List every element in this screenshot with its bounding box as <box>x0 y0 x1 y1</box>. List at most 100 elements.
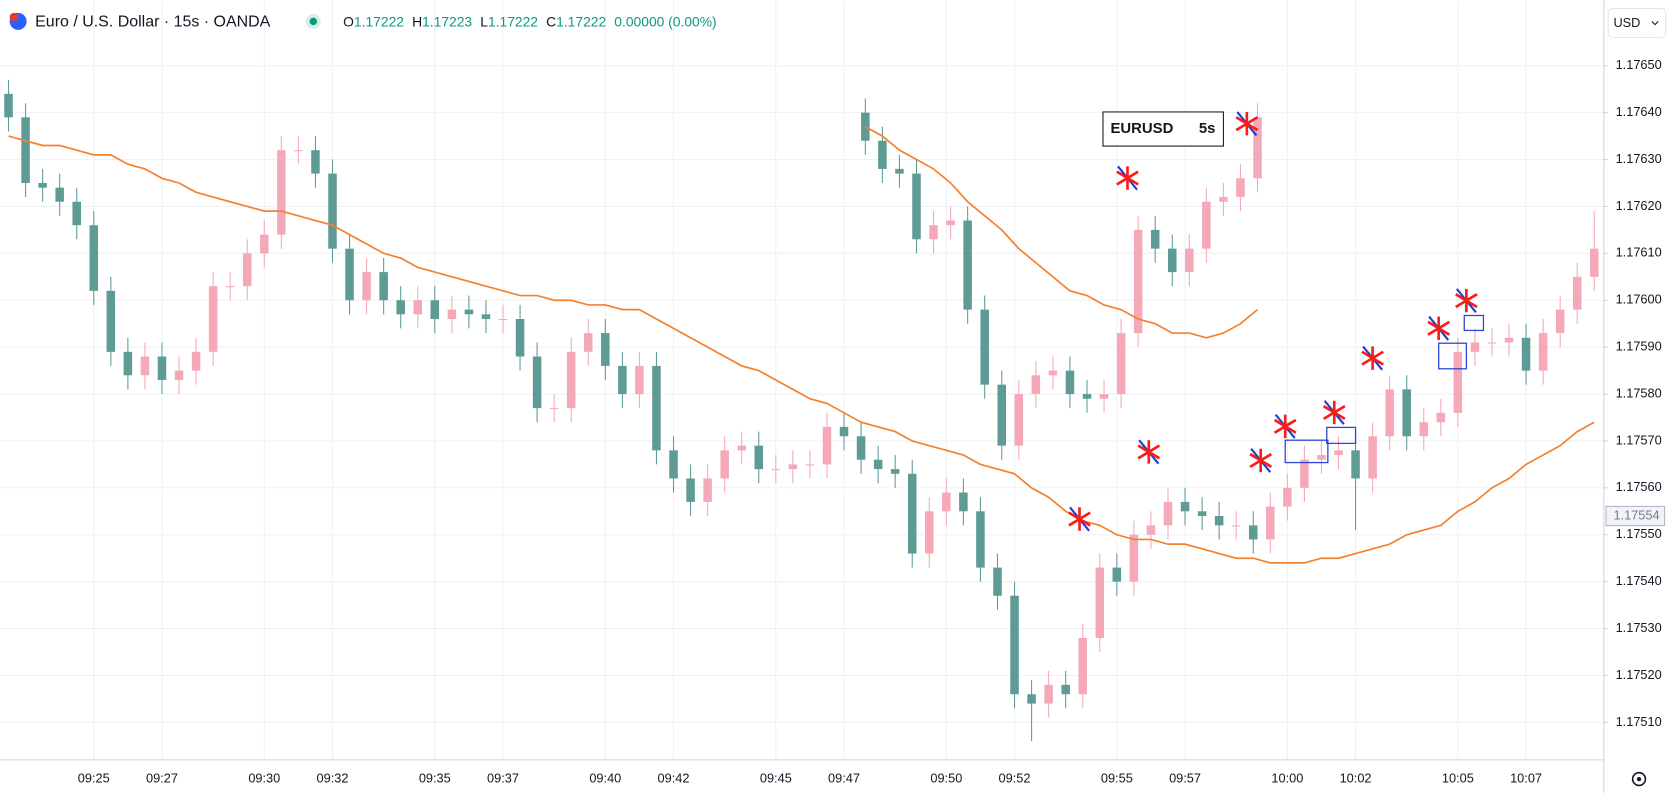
currency-label[interactable]: USD <box>1613 15 1640 30</box>
candle-body <box>925 511 934 554</box>
candle-body <box>1129 534 1139 582</box>
candle-body <box>1044 684 1053 704</box>
x-tick-label: 10:05 <box>1442 770 1474 785</box>
header: Euro / U.S. Dollar · 15s · OANDA O1.1722… <box>9 12 717 31</box>
x-tick-label: 09:40 <box>589 770 621 785</box>
candle-body <box>413 300 423 315</box>
x-tick-label: 09:32 <box>317 770 349 785</box>
x-tick-label: 09:55 <box>1101 770 1133 785</box>
candle-body <box>720 450 729 479</box>
candle-body <box>652 365 661 451</box>
annotation-star <box>1427 320 1451 336</box>
y-tick-label: 1.17640 <box>1616 104 1662 119</box>
candle-body <box>583 333 593 352</box>
annotation-box <box>1463 314 1485 332</box>
candle-body <box>1027 694 1036 704</box>
candle-body <box>618 365 627 395</box>
candle-body <box>55 187 64 202</box>
price-axis: 1.17510 1.17520 1.17530 1.17540 1.17550 1.175… <box>1603 57 1666 729</box>
annotation-box <box>1438 342 1468 370</box>
candle-body <box>566 351 576 409</box>
candle-body <box>123 351 133 376</box>
candle-body <box>242 253 252 287</box>
annotation-star <box>1361 350 1384 366</box>
inset-legend: EURUSD 5s <box>1102 111 1224 147</box>
ohlc-values: O1.17222 H1.17223 L1.17222 C1.17222 0.00… <box>343 13 717 29</box>
inset-interval: 5s <box>1199 121 1216 137</box>
candle-body <box>788 464 798 470</box>
candle-body <box>498 319 508 321</box>
candle-body <box>345 248 354 301</box>
inset-symbol: EURUSD <box>1110 121 1173 137</box>
candle-body <box>515 319 525 357</box>
candle-body <box>21 117 30 183</box>
y-tick-label: 1.17560 <box>1616 479 1662 494</box>
candle-body <box>997 384 1007 446</box>
annotation-box <box>1326 426 1357 445</box>
candle-body <box>601 333 610 366</box>
candle-body <box>1133 229 1143 334</box>
symbol-title[interactable]: Euro / U.S. Dollar · 15s · OANDA <box>35 14 271 31</box>
x-tick-label: 09:35 <box>419 770 451 785</box>
annotations <box>1068 111 1485 532</box>
candle-body <box>963 220 972 310</box>
annotation-star <box>1068 511 1091 527</box>
annotation-box <box>1284 439 1329 464</box>
candle-body <box>481 314 491 320</box>
candle-body <box>980 309 989 385</box>
candle-body <box>532 356 542 409</box>
candle-body <box>1253 117 1262 179</box>
currency-selector[interactable]: USD <box>1607 8 1667 38</box>
candle-body <box>669 450 678 479</box>
settings-icon[interactable] <box>1631 771 1647 787</box>
y-tick-label: 1.17610 <box>1616 245 1662 260</box>
x-tick-label: 09:57 <box>1169 770 1201 785</box>
candle-body <box>1197 511 1207 517</box>
annotation-star <box>1322 404 1346 421</box>
candle-body <box>873 459 883 470</box>
candle-body <box>157 356 167 380</box>
candle-body <box>895 168 904 174</box>
candle-body <box>1470 342 1480 352</box>
y-tick-label: 1.17600 <box>1616 292 1662 307</box>
y-tick-label: 1.17630 <box>1616 151 1662 166</box>
candle-body <box>89 225 99 291</box>
candle-body <box>1112 567 1122 582</box>
candle-body <box>1283 487 1292 507</box>
candle-body <box>737 445 746 451</box>
high-value: 1.17223 <box>422 13 472 29</box>
annotation-star <box>1249 452 1273 468</box>
candle-body <box>430 300 440 320</box>
candle-body <box>1572 276 1582 310</box>
candle-body <box>1351 450 1360 479</box>
candle-body <box>447 309 457 320</box>
candle-body <box>1248 525 1258 540</box>
settings-button[interactable] <box>1631 771 1647 787</box>
currency-button[interactable] <box>1607 8 1667 38</box>
candle-body <box>294 150 303 152</box>
candle-body <box>396 300 405 315</box>
x-tick-label: 09:25 <box>78 770 110 785</box>
candle-body <box>1167 248 1177 273</box>
candle-body <box>1219 197 1228 202</box>
candle-body <box>1419 422 1429 437</box>
candle-body <box>1185 248 1194 273</box>
candle-body <box>260 234 269 254</box>
candle-body <box>1214 516 1224 526</box>
x-tick-label: 09:45 <box>760 770 792 785</box>
candle-body <box>1487 342 1497 344</box>
candle-body <box>1300 459 1309 488</box>
candle-body <box>754 445 764 470</box>
annotation-star <box>1455 293 1478 309</box>
low-label: L <box>480 13 488 29</box>
last-price-label: 1.17554 <box>1613 507 1659 522</box>
candle-body <box>1436 412 1446 423</box>
x-tick-label: 10:00 <box>1271 770 1303 785</box>
candle-body <box>1334 450 1343 456</box>
y-tick-label: 1.17530 <box>1616 620 1662 635</box>
x-tick-label: 09:42 <box>658 770 690 785</box>
candle-body <box>1538 333 1548 371</box>
close-value: 1.17222 <box>556 13 606 29</box>
candle-body <box>959 492 968 512</box>
candle-body <box>1317 455 1326 460</box>
